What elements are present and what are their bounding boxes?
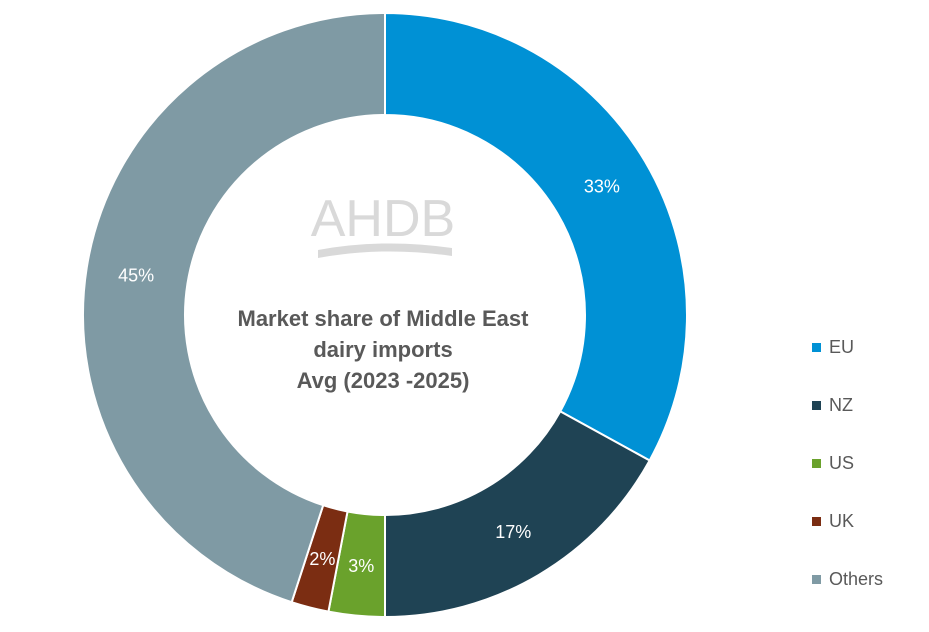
chart-title-line-2: dairy imports [313, 337, 452, 362]
slice-label-uk: 2% [309, 549, 335, 569]
legend-item-others: Others [812, 550, 883, 608]
legend-label-nz: NZ [829, 394, 853, 415]
legend-item-eu: EU [812, 318, 883, 376]
legend-swatch-uk [812, 516, 821, 526]
legend-item-us: US [812, 434, 883, 492]
slice-others [82, 11, 386, 604]
watermark-text: AHDB [311, 190, 455, 248]
legend: EU NZ US UK Others [812, 318, 883, 608]
slice-labels: 33% 17% 3% 2% 45% [118, 177, 620, 576]
legend-swatch-nz [812, 400, 821, 410]
legend-swatch-others [812, 574, 821, 584]
legend-label-us: US [829, 452, 855, 473]
legend-label-others: Others [829, 568, 884, 589]
chart-title-line-1: Market share of Middle East [238, 306, 530, 331]
slice-label-others: 45% [118, 266, 154, 286]
legend-item-nz: NZ [812, 376, 883, 434]
chart-title-line-3: Avg (2023 -2025) [297, 368, 470, 393]
slice-label-us: 3% [348, 556, 374, 576]
donut-slices [82, 11, 688, 619]
slice-label-eu: 33% [584, 177, 620, 197]
slice-nz [384, 409, 652, 619]
slice-eu [384, 11, 688, 462]
legend-label-eu: EU [829, 336, 855, 357]
legend-label-uk: UK [829, 510, 855, 531]
slice-label-nz: 17% [495, 522, 531, 542]
legend-item-uk: UK [812, 492, 883, 550]
legend-swatch-us [812, 458, 821, 468]
logo-swoosh [318, 243, 452, 258]
legend-swatch-eu [812, 342, 821, 352]
ahdb-watermark-logo: AHDB [311, 190, 455, 258]
